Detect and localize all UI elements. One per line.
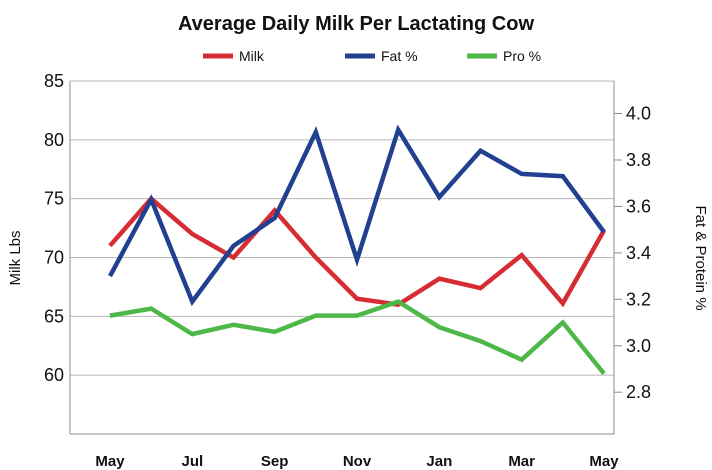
legend-label: Pro % [503, 48, 541, 64]
y-left-tick-label: 85 [44, 71, 64, 91]
series-line-pro [109, 299, 606, 376]
legend-label: Milk [239, 48, 265, 64]
legend: Milk Fat % Pro % [203, 48, 541, 64]
y-right-axis-label: Fat & Protein % [692, 205, 709, 310]
legend-label: Fat % [381, 48, 418, 64]
x-tick-label: Mar [508, 453, 535, 470]
x-tick-label: Jan [426, 453, 452, 470]
y-right-tick-label: 3.0 [626, 336, 651, 356]
axes: 60 65 70 75 80 85 2.8 3.0 3.2 3.4 3.6 3.8 4.0 May Jul S… [44, 71, 651, 470]
grid [70, 80, 614, 376]
y-right-tick-label: 2.8 [626, 382, 651, 402]
x-tick-label: Sep [261, 453, 289, 470]
y-right-tick-label: 3.8 [626, 150, 651, 170]
series-line-fat [108, 124, 606, 307]
x-tick-label: Jul [181, 453, 203, 470]
x-tick-label: May [95, 453, 125, 470]
y-left-tick-label: 65 [44, 306, 64, 326]
y-left-tick-label: 75 [44, 189, 64, 209]
chart-title: Average Daily Milk Per Lactating Cow [178, 13, 534, 35]
x-tick-label: Nov [343, 453, 372, 470]
y-left-tick-label: 60 [44, 365, 64, 385]
series-layer [108, 124, 606, 376]
y-right-tick-label: 4.0 [626, 104, 651, 124]
y-left-tick-label: 80 [44, 130, 64, 150]
y-right-tick-label: 3.6 [626, 196, 651, 216]
y-left-axis-label: Milk Lbs [7, 230, 24, 285]
x-tick-label: May [589, 453, 619, 470]
y-left-tick-label: 70 [44, 248, 64, 268]
series-line-milk [108, 195, 606, 308]
y-right-tick-label: 3.2 [626, 289, 651, 309]
y-right-tick-label: 3.4 [626, 243, 651, 263]
